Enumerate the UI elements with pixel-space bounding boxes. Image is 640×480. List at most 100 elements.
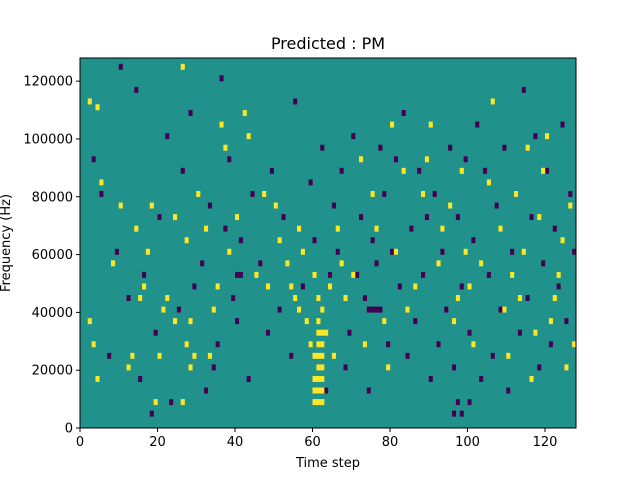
heatmap-cell-negative — [227, 156, 232, 163]
heatmap-cell-positive — [142, 283, 147, 290]
heatmap-cell-positive — [91, 341, 96, 348]
heatmap-cell-negative — [378, 306, 383, 313]
heatmap-cell-positive — [440, 225, 445, 232]
heatmap-cell-negative — [397, 283, 402, 290]
heatmap-cell-positive — [328, 283, 333, 290]
heatmap-cell-positive — [568, 202, 573, 209]
heatmap-cell-positive — [448, 202, 453, 209]
heatmap-cell-negative — [421, 271, 426, 278]
heatmap-cell-negative — [521, 86, 526, 93]
heatmap-cell-positive — [320, 399, 325, 406]
heatmap-cell-positive — [126, 364, 131, 371]
heatmap-cell-positive — [401, 167, 406, 174]
heatmap-cell-negative — [370, 306, 375, 313]
heatmap-cell-positive — [529, 375, 534, 382]
heatmap-cell-negative — [149, 410, 154, 417]
heatmap-cell-negative — [266, 329, 271, 336]
heatmap-cell-positive — [343, 295, 348, 302]
x-axis-ticks: 0 20 40 60 80 100 120 — [76, 428, 557, 450]
heatmap-cell-negative — [378, 144, 383, 151]
heatmap-cell-positive — [262, 190, 267, 197]
heatmap-cell-positive — [351, 271, 356, 278]
heatmap-cell-positive — [490, 98, 495, 105]
heatmap-cell-negative — [343, 364, 348, 371]
heatmap-cells — [87, 63, 577, 417]
heatmap-cell-positive — [510, 271, 515, 278]
plot-area — [79, 57, 577, 429]
heatmap-cell-positive — [479, 260, 484, 267]
heatmap-cell-negative — [180, 167, 185, 174]
heatmap-cell-negative — [107, 352, 112, 359]
heatmap-cell-positive — [533, 329, 538, 336]
heatmap-cell-negative — [545, 167, 550, 174]
y-axis-label: Frequency (Hz) — [0, 194, 14, 292]
heatmap-cell-negative — [548, 341, 553, 348]
heatmap-cell-negative — [200, 260, 205, 267]
heatmap-cell-negative — [479, 375, 484, 382]
heatmap-cell-negative — [339, 167, 344, 174]
heatmap-cell-positive — [390, 121, 395, 128]
heatmap-cell-negative — [215, 341, 220, 348]
heatmap-cell-negative — [99, 190, 104, 197]
heatmap-cell-negative — [452, 364, 457, 371]
heatmap-cell-negative — [568, 190, 573, 197]
heatmap-cell-positive — [331, 352, 336, 359]
heatmap-cell-positive — [227, 248, 232, 255]
heatmap-cell-positive — [180, 63, 185, 70]
heatmap-cell-negative — [471, 237, 476, 244]
heatmap-cell-positive — [413, 283, 418, 290]
heatmap-cell-positive — [277, 237, 282, 244]
heatmap-cell-positive — [525, 144, 530, 151]
heatmap-cell-negative — [312, 237, 317, 244]
heatmap-cell-positive — [300, 248, 305, 255]
heatmap-cell-negative — [211, 364, 216, 371]
heatmap-cell-negative — [235, 318, 240, 325]
heatmap-cell-positive — [316, 341, 321, 348]
heatmap-cell-negative — [176, 306, 181, 313]
heatmap-cell-positive — [537, 214, 542, 221]
heatmap-cell-positive — [320, 375, 325, 382]
heatmap-cell-negative — [541, 260, 546, 267]
heatmap-cell-positive — [521, 248, 526, 255]
heatmap-cell-positive — [339, 260, 344, 267]
heatmap-cell-negative — [300, 283, 305, 290]
heatmap-cell-positive — [502, 306, 507, 313]
heatmap-cell-negative — [417, 167, 422, 174]
heatmap-cell-negative — [118, 63, 123, 70]
heatmap-cell-positive — [498, 225, 503, 232]
heatmap-cell-positive — [180, 399, 185, 406]
heatmap-cell-positive — [196, 190, 201, 197]
heatmap-cell-negative — [560, 121, 565, 128]
heatmap-cell-negative — [444, 306, 449, 313]
heatmap-cell-positive — [223, 144, 228, 151]
heatmap-cell-negative — [486, 271, 491, 278]
heatmap-cell-negative — [281, 214, 286, 221]
heatmap-cell-negative — [374, 306, 379, 313]
heatmap-cell-negative — [517, 329, 522, 336]
heatmap-cell-positive — [312, 352, 317, 359]
heatmap-cell-negative — [347, 329, 352, 336]
heatmap-cell-negative — [390, 248, 395, 255]
heatmap-cell-positive — [370, 190, 375, 197]
heatmap-cell-positive — [254, 271, 259, 278]
heatmap-cell-negative — [355, 271, 360, 278]
heatmap-cell-positive — [405, 306, 410, 313]
heatmap-cell-positive — [436, 260, 441, 267]
heatmap-cell-negative — [169, 399, 174, 406]
heatmap-cell-positive — [95, 375, 100, 382]
heatmap-cell-positive — [204, 225, 209, 232]
heatmap-cell-positive — [184, 341, 189, 348]
y-tick-label: 80000 — [32, 190, 73, 205]
heatmap-cell-positive — [188, 318, 193, 325]
heatmap-cell-positive — [552, 295, 557, 302]
heatmap-cell-positive — [273, 202, 278, 209]
heatmap-cell-negative — [235, 271, 240, 278]
heatmap-cell-positive — [111, 260, 116, 267]
heatmap-cell-positive — [130, 352, 135, 359]
heatmap-cell-negative — [269, 167, 274, 174]
heatmap-cell-negative — [510, 248, 515, 255]
heatmap-cell-negative — [401, 110, 406, 117]
heatmap-cell-positive — [320, 352, 325, 359]
heatmap-cell-positive — [320, 306, 325, 313]
